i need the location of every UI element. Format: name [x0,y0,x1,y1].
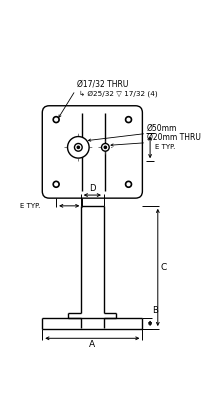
Circle shape [74,144,82,151]
Circle shape [68,136,89,158]
Circle shape [53,181,59,187]
Text: ↳ Ø25/32 ▽ 17/32 (4): ↳ Ø25/32 ▽ 17/32 (4) [79,90,158,96]
Text: Ø50mm: Ø50mm [147,124,177,133]
Circle shape [77,146,79,148]
Circle shape [101,144,109,151]
Text: B: B [152,306,157,315]
Text: A: A [89,340,95,349]
Text: C: C [160,263,166,272]
Text: Ø17/32 THRU: Ø17/32 THRU [77,79,128,88]
Circle shape [53,116,59,123]
Text: Ø20mm THRU: Ø20mm THRU [147,133,201,142]
Text: E TYP.: E TYP. [155,144,176,150]
Circle shape [126,181,132,187]
Circle shape [127,183,130,186]
Circle shape [126,116,132,123]
Text: D: D [89,184,96,193]
Text: E TYP.: E TYP. [20,203,41,209]
Circle shape [55,118,58,121]
Circle shape [55,183,58,186]
Circle shape [104,146,107,148]
FancyBboxPatch shape [42,106,142,198]
Circle shape [127,118,130,121]
